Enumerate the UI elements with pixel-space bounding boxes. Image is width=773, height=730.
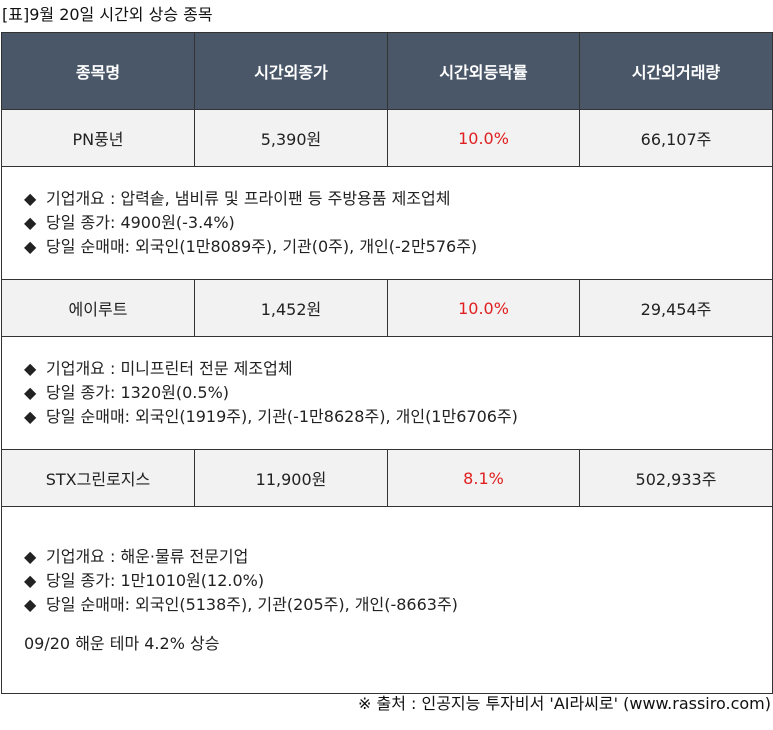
table-row: STX그린로지스 11,900원 8.1% 502,933주 [1, 449, 773, 507]
col-header-close: 시간외종가 [194, 32, 388, 110]
page-title: [표]9월 20일 시간외 상승 종목 [2, 5, 213, 24]
diamond-bullet-icon: ◆ [24, 570, 37, 590]
diamond-bullet-icon: ◆ [24, 237, 37, 256]
diamond-bullet-icon: ◆ [24, 594, 37, 614]
col-header-volume: 시간외거래량 [579, 32, 773, 110]
stock-volume: 66,107주 [579, 109, 773, 167]
stock-detail: ◆ 기업개요 : 해운·물류 전문기업 ◆ 당일 종가: 1만1010원(12.0%… [1, 506, 773, 694]
diamond-bullet-icon: ◆ [24, 213, 37, 232]
detail-row: ◆ 기업개요 : 해운·물류 전문기업 ◆ 당일 종가: 1만1010원(12.0%… [1, 506, 773, 694]
stock-name: PN풍년 [1, 109, 195, 167]
source-credit: ※ 출처 : 인공지능 투자비서 'AI라씨로' (www.rassiro.co… [358, 694, 771, 713]
detail-line: ◆ 기업개요 : 해운·물류 전문기업 [24, 545, 772, 569]
stock-rate: 8.1% [387, 449, 580, 507]
detail-line: ◆ 기업개요 : 압력솥, 냄비류 및 프라이팬 등 주방용품 제조업체 [24, 187, 772, 211]
table-row: PN풍년 5,390원 10.0% 66,107주 [1, 109, 773, 167]
table-row: 에이루트 1,452원 10.0% 29,454주 [1, 279, 773, 337]
col-header-name: 종목명 [1, 32, 195, 110]
diamond-bullet-icon: ◆ [24, 407, 37, 426]
stock-detail: ◆ 기업개요 : 압력솥, 냄비류 및 프라이팬 등 주방용품 제조업체 ◆ 당일 … [1, 166, 773, 280]
stock-close: 11,900원 [194, 449, 388, 507]
stock-close: 1,452원 [194, 279, 388, 337]
stock-name: STX그린로지스 [1, 449, 195, 507]
stock-rate: 10.0% [387, 279, 580, 337]
detail-row: ◆ 기업개요 : 미니프린터 전문 제조업체 ◆ 당일 종가: 1320원(0.5%… [1, 336, 773, 450]
detail-line: ◆ 당일 종가: 1만1010원(12.0%) [24, 569, 772, 593]
stock-close: 5,390원 [194, 109, 388, 167]
diamond-bullet-icon: ◆ [24, 359, 37, 378]
stock-detail: ◆ 기업개요 : 미니프린터 전문 제조업체 ◆ 당일 종가: 1320원(0.5%… [1, 336, 773, 450]
detail-line: ◆ 당일 순매매: 외국인(1만8089주), 기관(0주), 개인(-2만576… [24, 235, 772, 259]
detail-line: ◆ 당일 종가: 1320원(0.5%) [24, 381, 772, 405]
detail-line: ◆ 당일 순매매: 외국인(5138주), 기관(205주), 개인(-8663주… [24, 593, 772, 617]
diamond-bullet-icon: ◆ [24, 189, 37, 208]
detail-row: ◆ 기업개요 : 압력솥, 냄비류 및 프라이팬 등 주방용품 제조업체 ◆ 당일 … [1, 166, 773, 280]
detail-line: ◆ 당일 종가: 4900원(-3.4%) [24, 211, 772, 235]
stock-rate: 10.0% [387, 109, 580, 167]
table-header-row: 종목명 시간외종가 시간외등락률 시간외거래량 [1, 32, 773, 110]
detail-line: ◆ 기업개요 : 미니프린터 전문 제조업체 [24, 357, 772, 381]
stock-volume: 502,933주 [579, 449, 773, 507]
after-hours-table: 종목명 시간외종가 시간외등락률 시간외거래량 PN풍년 5,390원 10.0… [1, 32, 773, 694]
diamond-bullet-icon: ◆ [24, 383, 37, 402]
stock-volume: 29,454주 [579, 279, 773, 337]
theme-note: 09/20 해운 테마 4.2% 상승 [24, 633, 220, 653]
stock-name: 에이루트 [1, 279, 195, 337]
diamond-bullet-icon: ◆ [24, 546, 37, 566]
detail-line: ◆ 당일 순매매: 외국인(1919주), 기관(-1만8628주), 개인(1만… [24, 405, 772, 429]
col-header-rate: 시간외등락률 [387, 32, 580, 110]
